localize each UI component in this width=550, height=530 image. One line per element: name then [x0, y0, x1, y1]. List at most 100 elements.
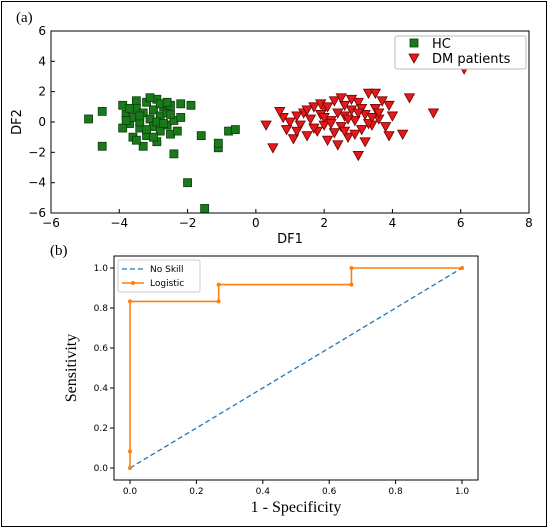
dm-point [321, 102, 334, 113]
dm-point [328, 128, 341, 139]
dm-point [359, 137, 371, 148]
hc-point [142, 125, 152, 134]
dm-point [379, 122, 392, 133]
y-tick-label-b: 0.2 [94, 424, 108, 434]
hc-point [159, 119, 169, 128]
dm-point [308, 123, 320, 134]
logistic-point [460, 266, 464, 270]
legend-dm-label: DM patients [432, 52, 511, 67]
dm-point [396, 129, 409, 140]
y-tick-label-a: −2 [28, 145, 46, 159]
hc-point [213, 138, 223, 148]
dm-point [342, 114, 354, 125]
x-tick-label-a: −6 [42, 216, 60, 230]
logistic-point [216, 282, 221, 287]
y-tick-label-b: 0.4 [94, 384, 109, 394]
hc-point [131, 96, 141, 106]
y-tick-label-b: 0.8 [94, 304, 109, 314]
y-tick-label-a: 0 [38, 115, 46, 129]
y-tick-label-a: 2 [38, 85, 46, 99]
logistic-point [216, 299, 221, 304]
legend-logistic-marker [131, 281, 135, 285]
dm-point [321, 135, 334, 147]
y-axis-label-a: DF2 [10, 109, 25, 135]
hc-point [131, 135, 141, 145]
dm-point [352, 97, 364, 109]
dm-point [260, 120, 272, 131]
logistic-line [129, 267, 462, 468]
dm-point [325, 119, 337, 130]
hc-point [145, 93, 155, 103]
hc-point [97, 141, 107, 151]
legend-a-box [394, 35, 527, 70]
y-tick-label-b: 0.6 [94, 344, 109, 354]
hc-point [125, 103, 134, 113]
dm-point [349, 129, 361, 140]
hc-point [176, 113, 186, 122]
x-axis-label-b: 1 - Specificity [251, 499, 342, 516]
x-axis-label-a: DF1 [277, 232, 303, 247]
logistic-point [349, 282, 354, 287]
hc-point [84, 114, 93, 124]
legend-dm-marker [408, 53, 420, 64]
dm-point [294, 120, 306, 131]
y-tick-label-b: 1.0 [94, 264, 109, 274]
legend-b-box [117, 259, 201, 293]
dm-point [267, 143, 279, 154]
dm-point [338, 100, 351, 112]
hc-point [118, 123, 128, 133]
hc-point [186, 100, 196, 110]
x-tick-label-b: 0.0 [123, 487, 138, 497]
y-tick-label-b: 0.0 [94, 464, 109, 474]
dm-point [304, 114, 317, 125]
hc-point [138, 141, 148, 151]
hc-point [121, 116, 131, 125]
dm-point [287, 134, 300, 145]
dm-point [383, 100, 395, 112]
dm-point [342, 132, 354, 143]
hc-point [162, 97, 172, 107]
x-tick-label-a: 8 [525, 216, 533, 230]
dm-point [280, 125, 293, 136]
dm-point [284, 117, 296, 128]
hc-point [149, 132, 158, 142]
panel-b: (b) 0.0 0.2 0.4 0.6 0.8 1.0 0.0 0.2 0.4 0.6 0.8 1.0 1… [50, 243, 479, 516]
dm-point [277, 113, 289, 124]
dm-point [352, 108, 364, 119]
dm-point [345, 94, 358, 106]
logistic-point [128, 449, 132, 454]
x-tick-label-b: 0.6 [322, 487, 337, 497]
x-tick-label-a: 4 [389, 216, 397, 230]
panel-a-label: (a) [16, 10, 33, 26]
hc-point [97, 106, 107, 116]
dm-point [335, 93, 347, 104]
hc-point [176, 99, 186, 109]
y-tick-label-a: −4 [28, 176, 46, 190]
legend-hc-label: HC [432, 37, 451, 52]
hc-point [149, 105, 158, 115]
logistic-point [128, 466, 132, 470]
no-skill-line [129, 267, 463, 469]
y-tick-label-a: 6 [38, 24, 46, 38]
dm-point [383, 131, 395, 142]
x-tick-label-b: 0.2 [189, 487, 203, 497]
plot-b-axes-box [113, 255, 479, 481]
hc-point [183, 178, 192, 188]
legend-logistic-label: Logistic [150, 279, 184, 289]
dm-point [332, 140, 344, 151]
x-tick-label-a: 0 [252, 216, 260, 230]
dm-point [332, 108, 344, 119]
logistic-point [128, 299, 132, 304]
hc-point [135, 111, 145, 121]
x-tick-label-a: 2 [320, 216, 328, 230]
panel-b-label: (b) [50, 243, 68, 259]
dm-point [338, 126, 351, 137]
hc-point [200, 204, 210, 213]
dm-point [349, 116, 361, 127]
dm-point [274, 106, 286, 118]
logistic-point [349, 266, 354, 270]
dm-point [291, 111, 303, 122]
hc-point [166, 110, 175, 119]
